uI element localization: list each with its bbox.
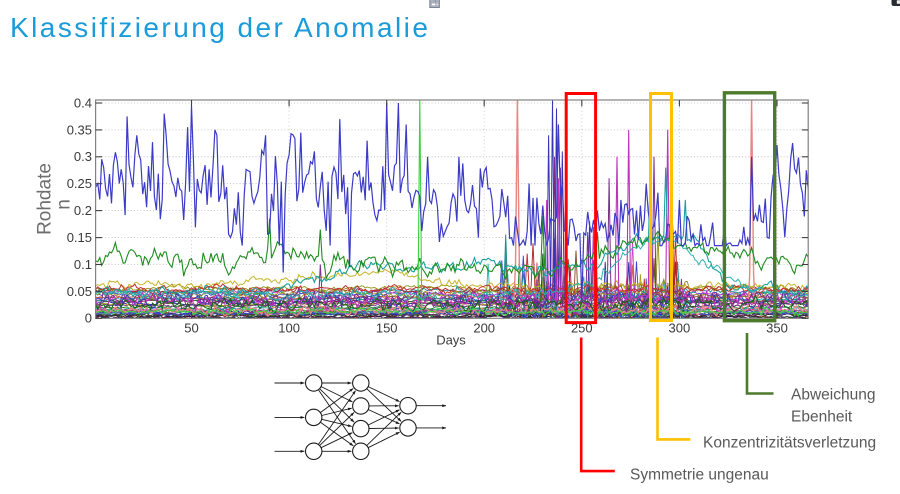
svg-text:Days: Days [436,333,466,348]
svg-text:0.15: 0.15 [67,230,92,245]
svg-text:Abweichung: Abweichung [791,387,875,404]
svg-text:300: 300 [669,321,691,336]
svg-text:0.4: 0.4 [74,95,92,110]
svg-text:50: 50 [184,321,198,336]
svg-text:0: 0 [85,311,92,326]
svg-text:Symmetrie ungenau: Symmetrie ungenau [630,467,769,484]
svg-text:350: 350 [766,321,788,336]
svg-text:n: n [54,199,75,210]
svg-text:Konzentrizitätsverletzung: Konzentrizitätsverletzung [703,435,876,452]
svg-text:Ebenheit: Ebenheit [791,409,853,426]
svg-text:150: 150 [376,321,398,336]
svg-text:200: 200 [473,321,495,336]
svg-text:0.3: 0.3 [74,149,92,164]
svg-text:0.05: 0.05 [67,284,92,299]
svg-text:0.25: 0.25 [67,176,92,191]
svg-text:100: 100 [278,321,300,336]
svg-text:0.1: 0.1 [74,257,92,272]
svg-text:Rohdate: Rohdate [35,163,56,235]
svg-text:0.2: 0.2 [74,203,92,218]
svg-text:0.35: 0.35 [67,122,92,137]
svg-text:250: 250 [571,321,593,336]
